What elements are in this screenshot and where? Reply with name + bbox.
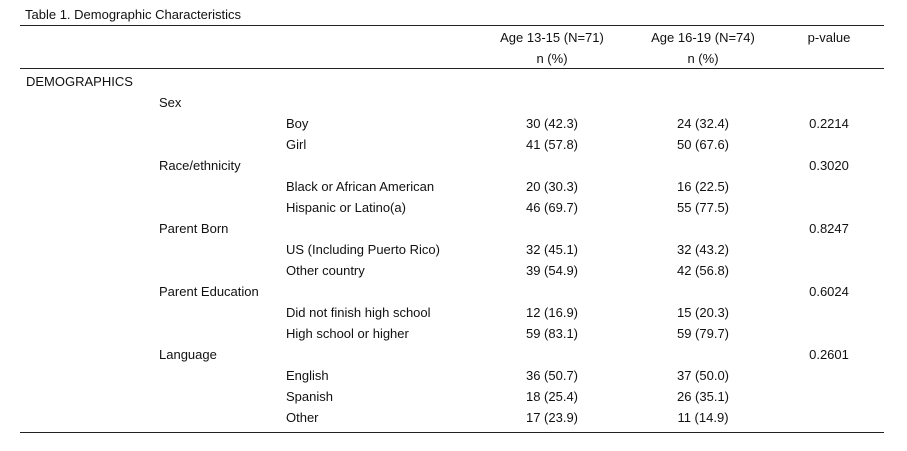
value-age-13-15: 18 (25.4) [525, 389, 579, 404]
variable-label: Parent Born [159, 221, 229, 236]
value-age-16-19: 50 (67.6) [676, 137, 730, 152]
value-age-16-19: 42 (56.8) [676, 263, 730, 278]
value-age-13-15: 59 (83.1) [525, 326, 579, 341]
variable-label: Parent Education [159, 284, 259, 299]
table-row: Other country 39 (54.9) 42 (56.8) [0, 260, 907, 281]
value-age-13-15: 36 (50.7) [525, 368, 579, 383]
table-row: Boy 30 (42.3) 24 (32.4) 0.2214 [0, 113, 907, 134]
category-label: Did not finish high school [286, 305, 431, 320]
table-row: Other 17 (23.9) 11 (14.9) [0, 407, 907, 428]
category-label: Boy [286, 116, 309, 131]
header-age-13-15-label: Age 13-15 (N=71) [500, 30, 604, 45]
header-age-16-19-label: Age 16-19 (N=74) [651, 30, 755, 45]
table-row: Black or African American 20 (30.3) 16 (22… [0, 176, 907, 197]
category-label: Black or African American [286, 179, 435, 194]
value-age-16-19: 37 (50.0) [676, 368, 730, 383]
p-value: 0.6024 [809, 284, 849, 299]
table-row: Race/ethnicity 0.3020 [0, 155, 907, 176]
variable-label: Sex [159, 95, 182, 110]
value-age-16-19: 55 (77.5) [676, 200, 730, 215]
header-age-16-19-unit: n (%) [687, 51, 719, 66]
value-age-13-15: 46 (69.7) [525, 200, 579, 215]
value-age-13-15: 41 (57.8) [525, 137, 579, 152]
header-p-value: p-value [769, 27, 889, 48]
section-label: DEMOGRAPHICS [26, 74, 133, 89]
header-rule [20, 68, 884, 69]
p-value: 0.2601 [809, 347, 849, 362]
value-age-16-19: 11 (14.9) [677, 410, 729, 425]
variable-label: Language [159, 347, 217, 362]
top-rule [20, 25, 884, 26]
header-age-13-15: Age 13-15 (N=71) n (%) [472, 27, 632, 69]
p-value: 0.3020 [809, 158, 849, 173]
category-label: Other country [286, 263, 365, 278]
value-age-16-19: 26 (35.1) [676, 389, 730, 404]
category-label: Spanish [286, 389, 333, 404]
value-age-13-15: 12 (16.9) [525, 305, 579, 320]
table-title: Table 1. Demographic Characteristics [25, 7, 242, 22]
value-age-13-15: 17 (23.9) [525, 410, 579, 425]
category-label: Other [286, 410, 319, 425]
category-label: High school or higher [286, 326, 409, 341]
value-age-16-19: 16 (22.5) [676, 179, 730, 194]
value-age-13-15: 39 (54.9) [525, 263, 579, 278]
value-age-16-19: 24 (32.4) [676, 116, 730, 131]
header-age-16-19: Age 16-19 (N=74) n (%) [623, 27, 783, 69]
table-row: Language 0.2601 [0, 344, 907, 365]
table-row: Parent Born 0.8247 [0, 218, 907, 239]
table-row: Sex [0, 92, 907, 113]
p-value: 0.2214 [809, 116, 849, 131]
value-age-13-15: 20 (30.3) [525, 179, 579, 194]
value-age-13-15: 32 (45.1) [525, 242, 579, 257]
table-row: US (Including Puerto Rico) 32 (45.1) 32 (4… [0, 239, 907, 260]
header-age-13-15-unit: n (%) [536, 51, 568, 66]
table-row: Hispanic or Latino(a) 46 (69.7) 55 (77.5) [0, 197, 907, 218]
category-label: Girl [286, 137, 307, 152]
category-label: English [286, 368, 329, 383]
category-label: Hispanic or Latino(a) [286, 200, 406, 215]
bottom-rule [20, 432, 884, 433]
value-age-13-15: 30 (42.3) [525, 116, 579, 131]
value-age-16-19: 15 (20.3) [676, 305, 730, 320]
table-row: Did not finish high school 12 (16.9) 15 (2… [0, 302, 907, 323]
table-row: Girl 41 (57.8) 50 (67.6) [0, 134, 907, 155]
table-row: High school or higher 59 (83.1) 59 (79.7) [0, 323, 907, 344]
table-row: Spanish 18 (25.4) 26 (35.1) [0, 386, 907, 407]
p-value: 0.8247 [809, 221, 849, 236]
table-row: DEMOGRAPHICS [0, 71, 907, 92]
value-age-16-19: 59 (79.7) [676, 326, 730, 341]
value-age-16-19: 32 (43.2) [676, 242, 730, 257]
variable-label: Race/ethnicity [159, 158, 241, 173]
table-row: English 36 (50.7) 37 (50.0) [0, 365, 907, 386]
table-row: Parent Education 0.6024 [0, 281, 907, 302]
header-p-value-label: p-value [807, 30, 851, 45]
category-label: US (Including Puerto Rico) [286, 242, 440, 257]
